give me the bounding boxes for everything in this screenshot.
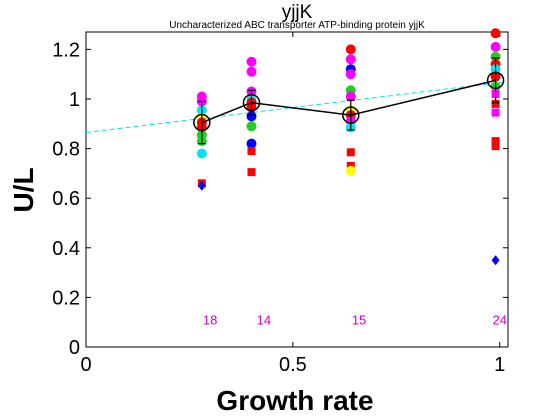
sample-count-label: 18	[203, 313, 217, 328]
y-tick-label: 1.2	[52, 39, 80, 61]
mean-marker	[193, 113, 211, 132]
data-point-circle	[490, 28, 501, 39]
mean-marker	[342, 106, 360, 124]
chart-title: yjjK	[282, 2, 313, 23]
data-points	[196, 28, 501, 266]
data-point-circle	[196, 148, 207, 159]
data-point-circle	[246, 121, 257, 132]
y-tick-label: 0.4	[52, 238, 80, 260]
data-point-circle	[246, 138, 257, 149]
y-tick-label: 0.2	[52, 287, 80, 309]
data-point-circle	[345, 165, 356, 176]
y-tick-label: 0.6	[52, 188, 80, 210]
y-tick-label: 0.8	[52, 139, 80, 161]
sample-count-label: 15	[352, 313, 366, 328]
mean-series-layer	[193, 57, 505, 145]
axis-ticks: 0 0.5 1 0 0.2 0.4 0.6 0.8 1 1.2	[52, 32, 508, 376]
sample-count-labels: 18 14 15 24	[203, 313, 507, 328]
trend-line	[85, 81, 509, 133]
data-point-square	[491, 108, 500, 117]
sample-count-label: 14	[257, 313, 271, 328]
plot-area	[85, 31, 509, 348]
data-point-square	[247, 147, 256, 156]
data-point-circle	[345, 91, 356, 102]
data-point-circle	[490, 51, 501, 62]
data-point-diamond	[491, 255, 500, 266]
mean-marker	[486, 71, 505, 90]
y-axis-label: U/L	[8, 167, 39, 212]
data-point-circle	[246, 56, 257, 67]
trend-line-layer	[85, 81, 509, 133]
mean-marker	[242, 93, 261, 112]
data-point-square	[491, 99, 500, 108]
data-point-square	[491, 142, 500, 151]
sample-count-label: 24	[492, 313, 506, 328]
x-tick-label: 0	[80, 354, 91, 376]
data-point-square	[491, 137, 500, 146]
data-point-square	[247, 168, 256, 177]
data-point-diamond	[197, 180, 206, 191]
data-point-circle	[490, 41, 501, 52]
x-tick-label: 0.5	[279, 354, 307, 376]
y-tick-label: 0	[69, 337, 80, 359]
mean-line	[201, 79, 496, 124]
chart-subtitle: Uncharacterized ABC transporter ATP-bind…	[169, 20, 425, 31]
data-point-circle	[246, 111, 257, 122]
x-tick-label: 1	[494, 354, 505, 376]
data-point-circle	[345, 69, 356, 80]
data-point-circle	[246, 66, 257, 77]
x-axis-label: Growth rate	[216, 385, 373, 416]
data-point-circle	[345, 44, 356, 55]
data-point-circle	[345, 54, 356, 65]
y-tick-label: 1	[69, 89, 80, 111]
data-point-square	[346, 148, 355, 157]
